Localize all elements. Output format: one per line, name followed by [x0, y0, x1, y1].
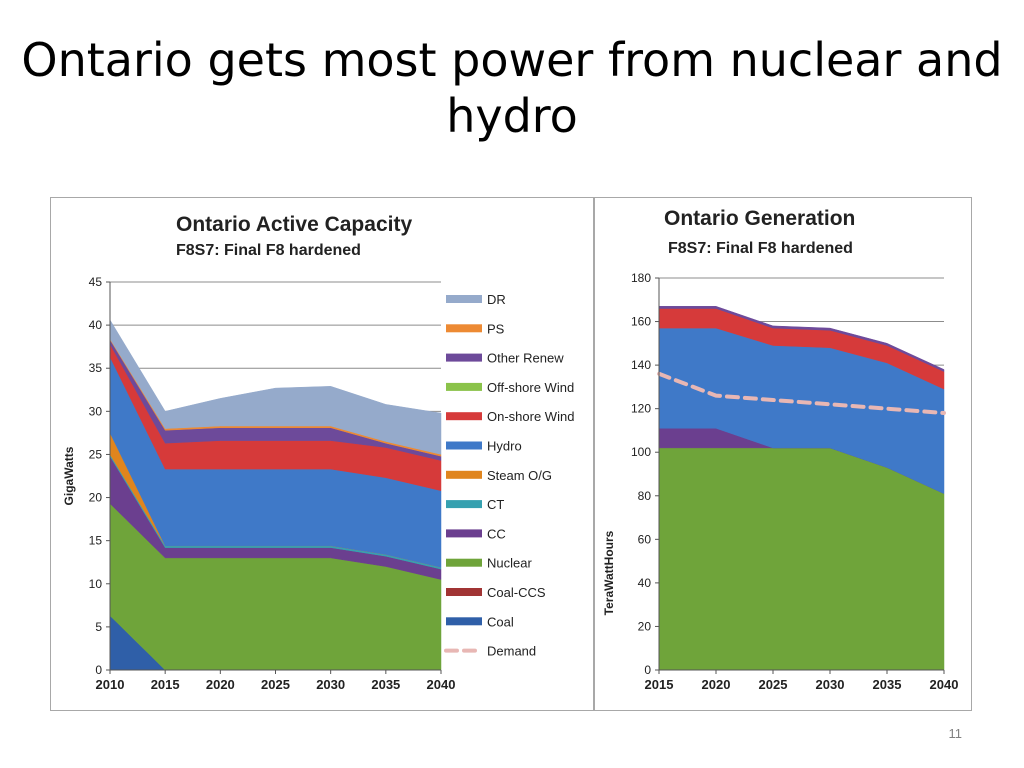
generation-y-tick-label: 0	[644, 663, 651, 677]
capacity-area-dr	[109, 319, 442, 455]
legend-swatch-steam-o-g	[446, 470, 482, 479]
generation-y-tick-label: 160	[631, 315, 651, 329]
legend-label-ct: CT	[487, 497, 504, 512]
generation-y-tick-label: 40	[638, 576, 652, 590]
legend-label-coal: Coal	[487, 614, 514, 629]
legend-label-hydro: Hydro	[487, 439, 522, 454]
legend-label-nuclear: Nuclear	[487, 556, 532, 571]
generation-chart-title: Ontario Generation	[664, 207, 855, 230]
legend-swatch-dr	[446, 295, 482, 303]
legend-label-cc: CC	[487, 526, 506, 541]
generation-demand-line	[657, 371, 946, 415]
legend-label-other-renew: Other Renew	[487, 351, 564, 366]
capacity-x-tick-label: 2040	[427, 677, 456, 692]
legend-swatch-other-renew	[446, 353, 482, 362]
capacity-y-tick-label: 0	[95, 663, 102, 677]
capacity-y-tick-label: 30	[89, 404, 103, 418]
legend-swatch-ps	[446, 324, 482, 333]
legend-label-demand: Demand	[487, 644, 536, 659]
capacity-x-tick-label: 2020	[206, 677, 235, 692]
capacity-x-tick-label: 2030	[316, 677, 345, 692]
generation-x-tick-label: 2025	[759, 677, 788, 692]
capacity-y-tick-label: 5	[95, 620, 102, 634]
generation-x-tick-label: 2035	[873, 677, 902, 692]
generation-y-tick-label: 80	[638, 489, 652, 503]
capacity-x-tick-label: 2015	[151, 677, 180, 692]
capacity-y-tick-label: 40	[89, 318, 103, 332]
legend-label-coal-ccs: Coal-CCS	[487, 585, 546, 600]
legend-label-on-shore-wind: On-shore Wind	[487, 409, 574, 424]
capacity-y-tick-label: 25	[89, 447, 103, 461]
generation-x-tick-label: 2020	[702, 677, 731, 692]
capacity-y-tick-label: 20	[89, 491, 103, 505]
legend-label-dr: DR	[487, 292, 506, 307]
legend-label-off-shore-wind: Off-shore Wind	[487, 380, 574, 395]
page-number: 11	[948, 726, 963, 741]
capacity-chart: Ontario Active Capacity F8S7: Final F8 h…	[62, 213, 574, 692]
generation-x-tick-label: 2015	[645, 677, 674, 692]
legend-label-steam-o-g: Steam O/G	[487, 468, 552, 483]
legend-swatch-coal-ccs	[446, 588, 482, 596]
generation-x-tick-label: 2030	[816, 677, 845, 692]
generation-y-axis-label: TeraWattHours	[602, 530, 616, 615]
generation-y-tick-label: 60	[638, 532, 652, 546]
generation-chart-subtitle: F8S7: Final F8 hardened	[668, 240, 853, 257]
capacity-x-tick-label: 2035	[371, 677, 400, 692]
generation-area-other-renew	[658, 306, 945, 372]
legend-swatch-nuclear	[446, 558, 482, 567]
capacity-y-tick-label: 10	[89, 577, 103, 591]
legend-swatch-ct	[446, 500, 482, 509]
capacity-chart-title: Ontario Active Capacity	[176, 213, 412, 236]
generation-area-nuclear	[658, 447, 945, 671]
generation-y-tick-label: 100	[631, 445, 651, 459]
capacity-x-tick-label: 2010	[96, 677, 125, 692]
capacity-y-axis-label: GigaWatts	[62, 446, 76, 505]
generation-y-tick-label: 140	[631, 358, 651, 372]
legend-swatch-coal	[446, 617, 482, 626]
chart-divider	[593, 197, 595, 711]
capacity-y-tick-label: 35	[89, 361, 103, 375]
legend-swatch-on-shore-wind	[446, 412, 482, 421]
capacity-x-tick-label: 2025	[261, 677, 290, 692]
generation-y-tick-label: 20	[638, 619, 652, 633]
legend-swatch-off-shore-wind	[446, 382, 482, 391]
legend-swatch-cc	[446, 529, 482, 538]
slide-title: Ontario gets most power from nuclear and…	[21, 33, 1003, 143]
capacity-y-tick-label: 15	[89, 534, 103, 548]
generation-y-tick-label: 120	[631, 402, 651, 416]
legend-label-ps: PS	[487, 321, 505, 336]
generation-y-tick-label: 180	[631, 271, 651, 285]
generation-x-tick-label: 2040	[930, 677, 959, 692]
legend-swatch-hydro	[446, 441, 482, 450]
capacity-chart-subtitle: F8S7: Final F8 hardened	[176, 242, 361, 259]
capacity-y-tick-label: 45	[89, 275, 103, 289]
generation-chart: Ontario Generation F8S7: Final F8 harden…	[602, 207, 959, 692]
